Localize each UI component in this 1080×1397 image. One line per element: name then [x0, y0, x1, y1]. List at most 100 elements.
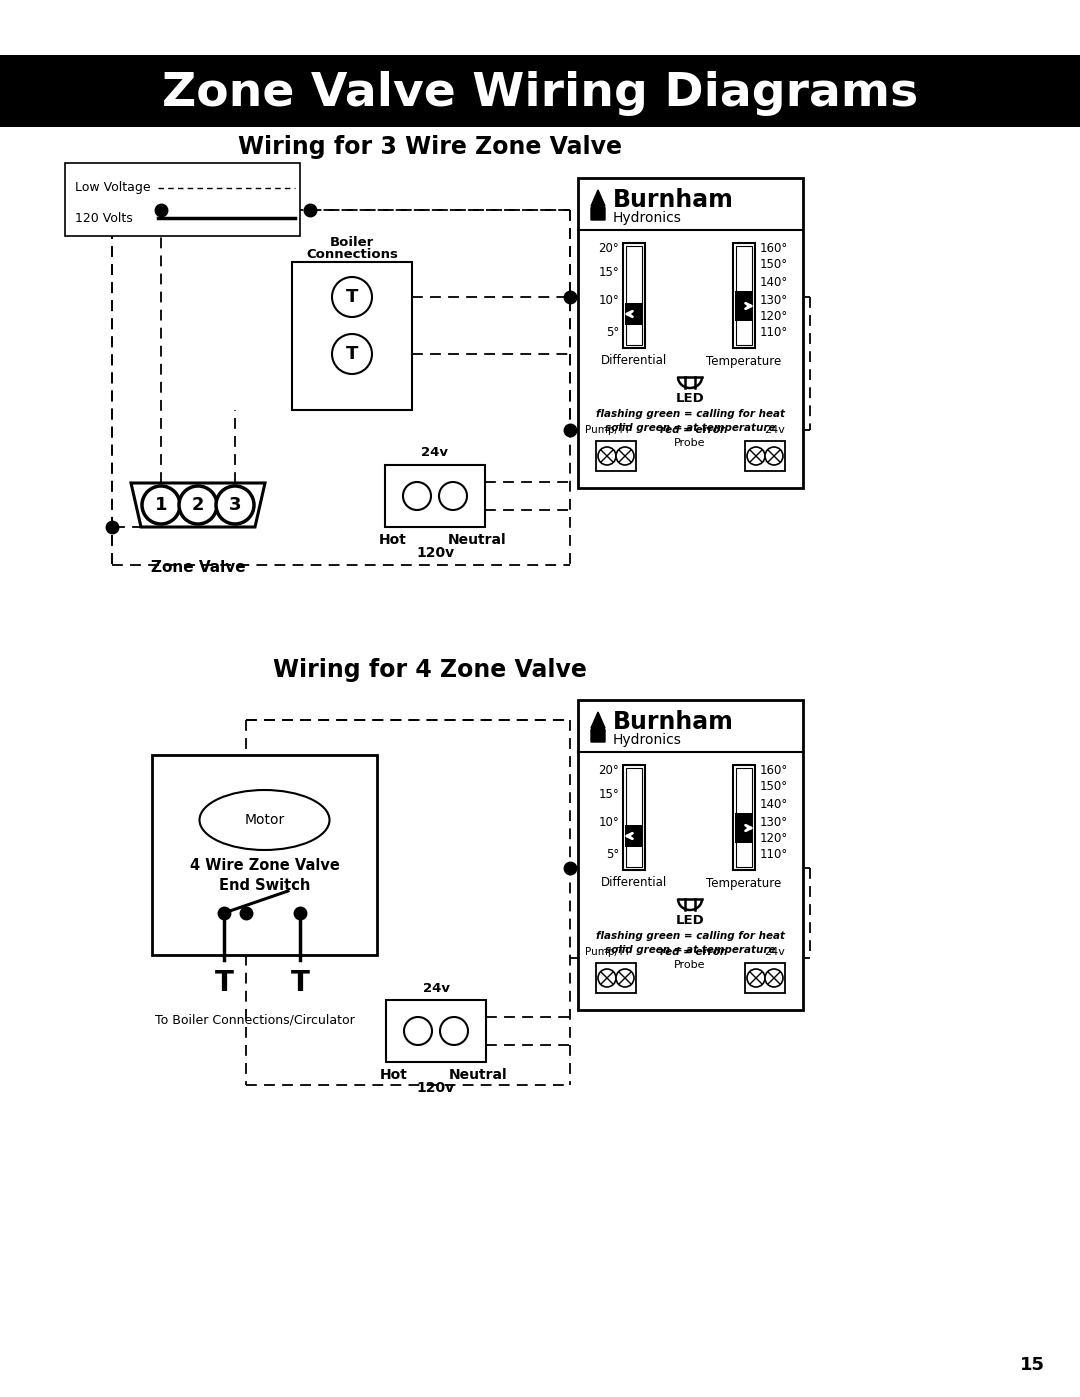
Bar [625, 826, 643, 847]
Text: 20°: 20° [598, 243, 619, 256]
Text: T: T [346, 288, 359, 306]
Circle shape [438, 482, 467, 510]
Text: solid green = at temperature: solid green = at temperature [605, 944, 775, 956]
Text: Probe: Probe [674, 439, 705, 448]
Text: Pump/TT: Pump/TT [585, 425, 631, 434]
Bar [623, 766, 645, 870]
Text: Temperature: Temperature [706, 876, 782, 890]
Text: red = error: red = error [660, 425, 725, 434]
Text: 10°: 10° [598, 816, 619, 830]
Text: 150°: 150° [760, 781, 788, 793]
Polygon shape [591, 712, 605, 728]
Circle shape [179, 486, 217, 524]
Text: 20°: 20° [598, 764, 619, 778]
Bar [596, 441, 636, 471]
Text: 10°: 10° [598, 295, 619, 307]
Text: flashing green = calling for heat: flashing green = calling for heat [595, 409, 784, 419]
Circle shape [765, 970, 783, 988]
Ellipse shape [200, 789, 329, 849]
Text: 140°: 140° [760, 799, 788, 812]
Bar [626, 246, 642, 345]
Circle shape [403, 482, 431, 510]
Text: Zone Valve: Zone Valve [151, 560, 245, 576]
Text: T: T [346, 345, 359, 363]
Text: LED: LED [676, 914, 704, 926]
Circle shape [747, 970, 765, 988]
Bar [623, 243, 645, 348]
Bar [733, 243, 755, 348]
Polygon shape [131, 483, 265, 527]
Bar [578, 177, 804, 488]
Text: Pump/TT: Pump/TT [585, 947, 631, 957]
Text: Wiring for 3 Wire Zone Valve: Wiring for 3 Wire Zone Valve [238, 136, 622, 159]
Bar [578, 700, 804, 1010]
Text: 15: 15 [1020, 1356, 1044, 1375]
Bar [735, 291, 753, 321]
Text: Boiler: Boiler [329, 236, 374, 249]
Text: Hot: Hot [380, 1067, 408, 1083]
Text: End Switch: End Switch [219, 877, 310, 893]
Text: Motor: Motor [244, 813, 285, 827]
Text: Differential: Differential [600, 876, 667, 890]
Circle shape [141, 486, 180, 524]
Bar [745, 441, 785, 471]
Circle shape [332, 277, 372, 317]
Circle shape [440, 1017, 468, 1045]
Text: Hydronics: Hydronics [613, 733, 681, 747]
Text: 140°: 140° [760, 277, 788, 289]
Text: 5°: 5° [606, 327, 619, 339]
Text: T: T [215, 970, 233, 997]
Text: red = error: red = error [660, 947, 725, 957]
Text: To Boiler Connections/Circulator: To Boiler Connections/Circulator [154, 1013, 354, 1027]
Text: 4 Wire Zone Valve: 4 Wire Zone Valve [190, 858, 339, 873]
Text: LED: LED [676, 391, 704, 405]
Text: Low Voltage: Low Voltage [75, 182, 150, 194]
Text: 150°: 150° [760, 258, 788, 271]
Text: 2: 2 [192, 496, 204, 514]
Text: 160°: 160° [760, 242, 788, 254]
Text: 24v: 24v [421, 447, 448, 460]
Text: Neutral: Neutral [448, 1067, 508, 1083]
Text: 120°: 120° [760, 833, 788, 845]
Text: Hydronics: Hydronics [613, 211, 681, 225]
Bar [735, 768, 752, 868]
Polygon shape [591, 715, 605, 742]
Text: 110°: 110° [760, 848, 788, 862]
Text: 120v: 120v [416, 546, 454, 560]
Bar [0, 54, 1080, 127]
Text: Temperature: Temperature [706, 355, 782, 367]
Circle shape [616, 447, 634, 465]
Text: Connections: Connections [306, 249, 397, 261]
Text: 120v: 120v [417, 1081, 455, 1095]
Text: solid green = at temperature: solid green = at temperature [605, 423, 775, 433]
Text: 24v: 24v [765, 947, 785, 957]
Circle shape [332, 334, 372, 374]
Text: 24v: 24v [765, 425, 785, 434]
Circle shape [747, 447, 765, 465]
Text: 120°: 120° [760, 310, 788, 324]
Bar [292, 263, 411, 409]
Text: Burnham: Burnham [613, 710, 734, 733]
Text: 1: 1 [154, 496, 167, 514]
Circle shape [216, 486, 254, 524]
Text: 160°: 160° [760, 764, 788, 777]
Text: 120 Volts: 120 Volts [75, 211, 133, 225]
Bar [745, 963, 785, 993]
Bar [65, 163, 300, 236]
Text: 130°: 130° [760, 816, 788, 828]
Bar [152, 754, 377, 956]
Text: Differential: Differential [600, 355, 667, 367]
Bar [384, 465, 485, 527]
Text: Neutral: Neutral [448, 534, 507, 548]
Text: 24v: 24v [422, 982, 449, 995]
Bar [626, 768, 642, 868]
Circle shape [616, 970, 634, 988]
Text: 15°: 15° [598, 788, 619, 802]
Text: 130°: 130° [760, 293, 788, 306]
Polygon shape [591, 193, 605, 219]
Text: 15°: 15° [598, 267, 619, 279]
Text: 3: 3 [229, 496, 241, 514]
Text: Burnham: Burnham [613, 189, 734, 212]
Text: 5°: 5° [606, 848, 619, 862]
Text: T: T [291, 970, 310, 997]
